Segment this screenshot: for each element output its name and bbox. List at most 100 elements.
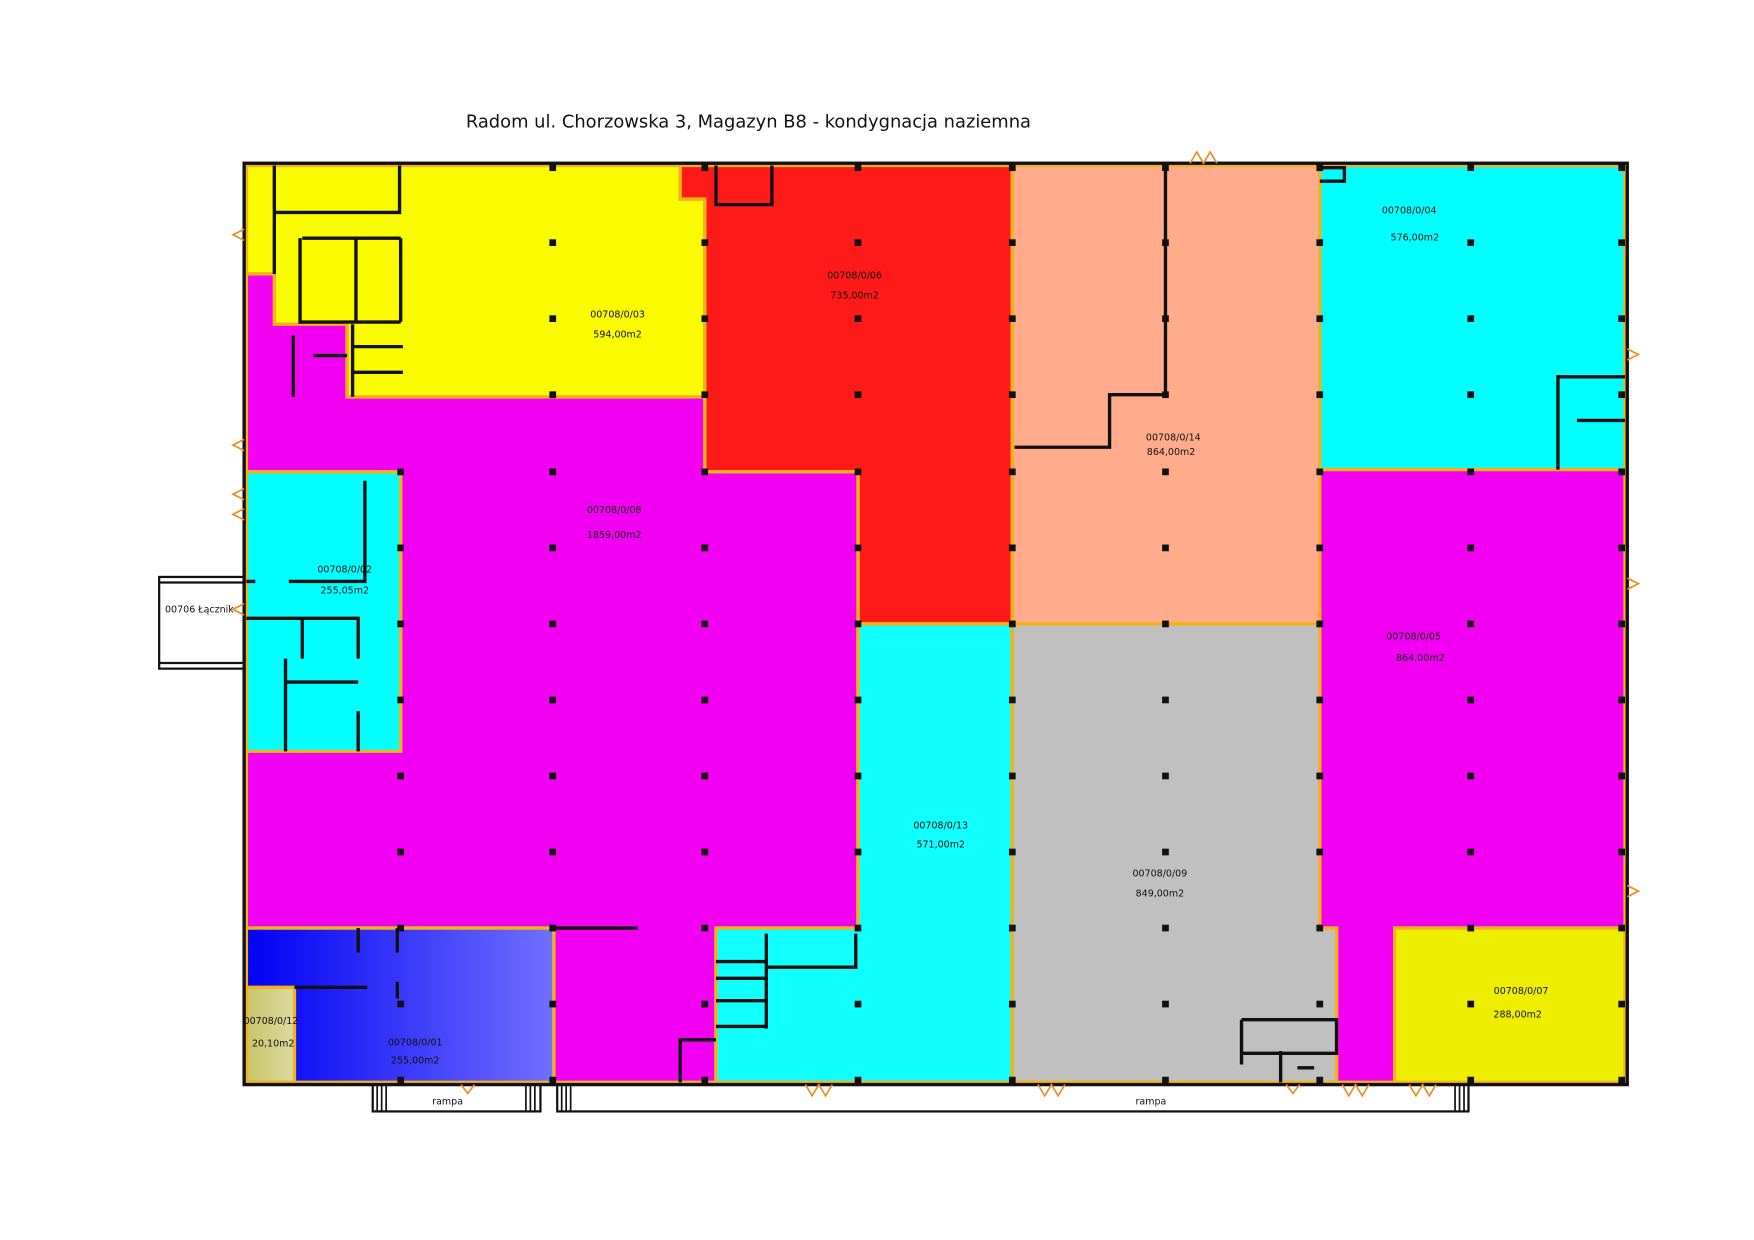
column-marker [701, 848, 709, 856]
room-area: 288,00m2 [1493, 1009, 1542, 1020]
column-marker [1618, 164, 1626, 172]
column-marker [397, 1076, 405, 1084]
column-marker [1316, 239, 1324, 246]
column-marker [1467, 772, 1475, 780]
column-marker [1618, 1076, 1626, 1084]
column-marker [1467, 391, 1475, 399]
column-marker [1162, 468, 1169, 476]
column-marker [1316, 468, 1324, 476]
column-marker [1162, 1000, 1169, 1008]
column-marker [549, 1076, 557, 1084]
column-marker [701, 620, 709, 628]
column-marker [1316, 315, 1324, 323]
room-area: 20,10m2 [252, 1039, 295, 1050]
column-marker [1162, 620, 1169, 628]
plan-title: Radom ul. Chorzowska 3, Magazyn B8 - kon… [466, 111, 1031, 132]
column-marker [1008, 848, 1016, 856]
column-marker [1618, 239, 1626, 246]
column-marker [1618, 315, 1626, 323]
column-marker [549, 391, 557, 399]
column-marker [1618, 620, 1626, 628]
connector-label: 00706 Łącznik [165, 605, 234, 616]
ramp-label: rampa [1136, 1097, 1167, 1108]
connector-00706[interactable]: 00706 Łącznik [158, 575, 246, 670]
column-marker [397, 1000, 405, 1008]
ramp-left[interactable]: rampa [371, 1083, 542, 1113]
column-marker [1162, 544, 1169, 552]
column-marker [1618, 772, 1626, 780]
room-00708-0-09[interactable] [1010, 622, 1339, 1085]
room-id: 00708/0/09 [1133, 869, 1188, 880]
column-marker [1316, 848, 1324, 856]
column-marker [1618, 468, 1626, 476]
column-marker [701, 544, 709, 552]
room-id: 00708/0/02 [317, 564, 372, 575]
column-marker [854, 924, 862, 932]
column-marker [1316, 1076, 1324, 1084]
column-marker [1467, 620, 1475, 628]
column-marker [854, 468, 862, 476]
column-marker [1316, 544, 1324, 552]
column-marker [1467, 239, 1475, 246]
column-marker [397, 468, 405, 476]
room-00708-0-07[interactable] [1393, 926, 1627, 1085]
ramp-label: rampa [432, 1097, 463, 1108]
column-marker [701, 1076, 709, 1084]
column-marker [1467, 1076, 1475, 1084]
column-marker [854, 1076, 862, 1084]
column-marker [397, 772, 405, 780]
column-marker [1467, 848, 1475, 856]
column-marker [1467, 924, 1475, 932]
room-area: 255,00m2 [391, 1055, 440, 1066]
column-marker [1316, 164, 1324, 172]
column-marker [1008, 1076, 1016, 1084]
column-marker [1618, 1000, 1626, 1008]
column-marker [854, 772, 862, 780]
room-00708-0-12[interactable] [244, 985, 297, 1085]
room-area: 864,00m2 [1147, 447, 1196, 458]
column-marker [1316, 772, 1324, 780]
column-marker [701, 315, 709, 323]
column-marker [1467, 468, 1475, 476]
structural-columns [397, 164, 1626, 1084]
room-id: 00708/0/03 [590, 310, 645, 321]
room-area: 576,00m2 [1391, 232, 1440, 243]
column-marker [1162, 391, 1169, 399]
room-area: 864,00m2 [1396, 653, 1445, 664]
column-marker [701, 391, 709, 399]
column-marker [1316, 924, 1324, 932]
column-marker [549, 1000, 557, 1008]
room-id: 00708/0/05 [1386, 632, 1441, 643]
room-area: 255,05m2 [320, 586, 369, 597]
ramp-right[interactable]: rampa [556, 1083, 1470, 1113]
column-marker [1162, 696, 1169, 704]
column-marker [549, 924, 557, 932]
column-marker [1467, 544, 1475, 552]
column-marker [1008, 391, 1016, 399]
column-marker [1162, 239, 1169, 246]
room-id: 00708/0/06 [827, 270, 882, 281]
room-area: 735,00m2 [830, 291, 879, 302]
column-marker [701, 164, 709, 172]
room-id: 00708/0/04 [1382, 206, 1437, 217]
column-marker [1316, 620, 1324, 628]
column-marker [1162, 315, 1169, 323]
column-marker [1316, 391, 1324, 399]
room-id: 00708/0/01 [388, 1037, 443, 1048]
column-marker [854, 391, 862, 399]
room-00708-0-02[interactable] [244, 470, 403, 754]
column-marker [1008, 620, 1016, 628]
column-marker [549, 544, 557, 552]
column-marker [1467, 164, 1475, 172]
column-marker [1467, 696, 1475, 704]
room-id: 00708/0/12 [244, 1016, 299, 1027]
column-marker [1316, 696, 1324, 704]
room-id: 00708/0/13 [913, 821, 968, 832]
column-marker [549, 468, 557, 476]
column-marker [549, 848, 557, 856]
column-marker [1162, 848, 1169, 856]
column-marker [549, 315, 557, 323]
door-symbols [231, 150, 1641, 1098]
column-marker [397, 620, 405, 628]
